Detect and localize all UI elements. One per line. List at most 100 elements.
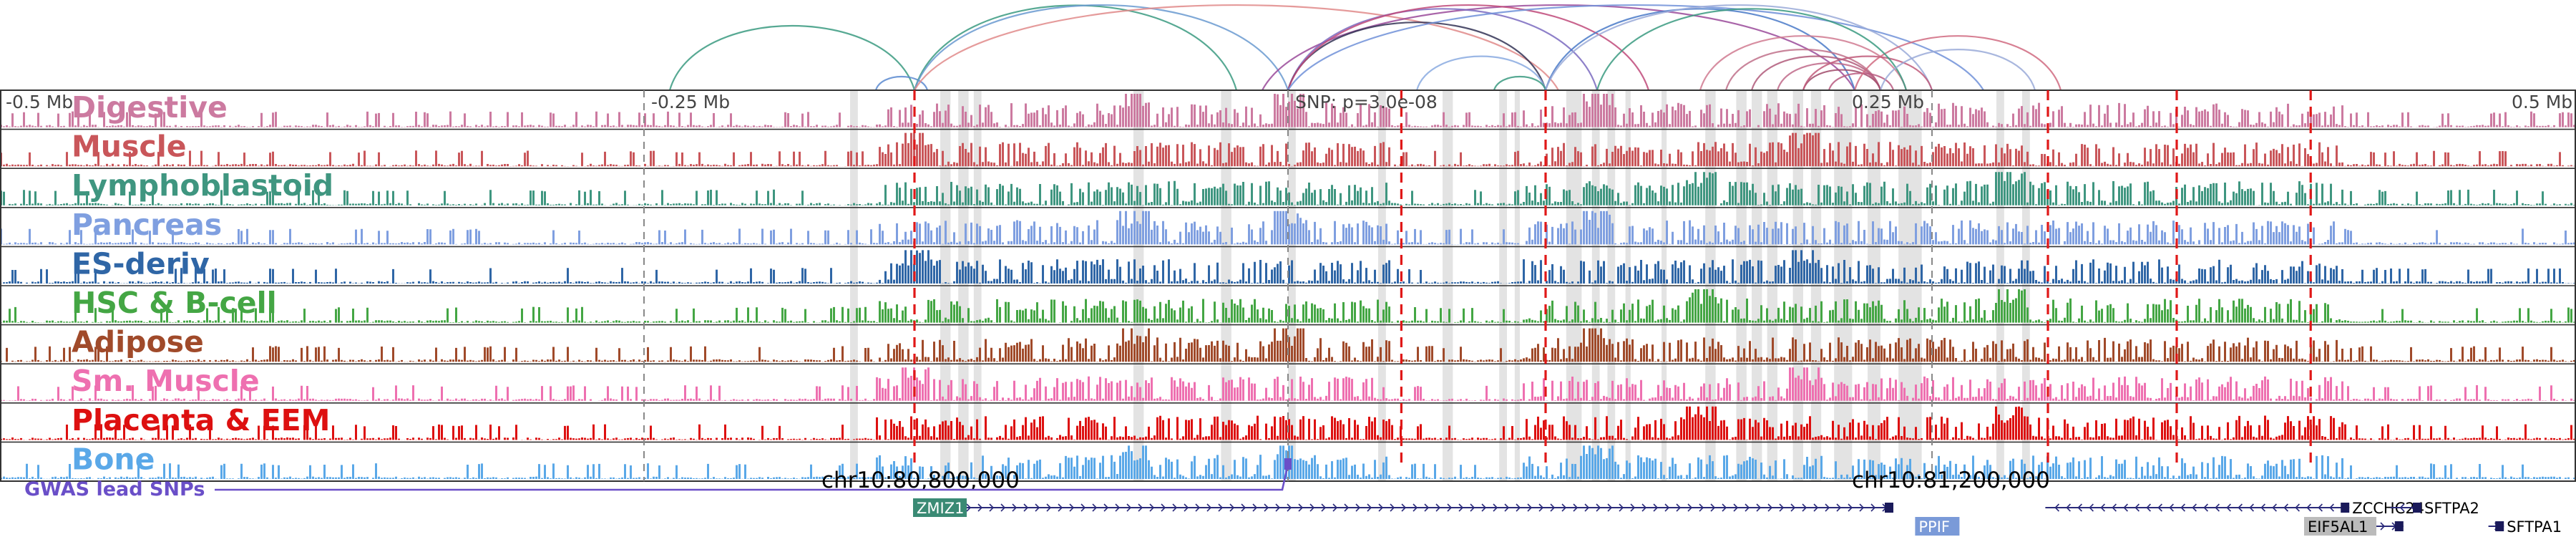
strand-arrow: [2146, 503, 2151, 512]
strand-arrow: [2180, 503, 2185, 512]
strand-arrow: [1584, 503, 1590, 512]
strand-arrow: [2203, 503, 2208, 512]
strand-arrow: [1321, 503, 1327, 512]
strand-arrow: [1538, 503, 1544, 512]
strand-arrow: [1378, 503, 1384, 512]
strand-arrow: [1596, 503, 1601, 512]
gene-label-box: [913, 498, 967, 517]
gene-label: SFTPA2: [2424, 500, 2479, 517]
loop-arc: [913, 4, 1289, 91]
strand-arrow: [1424, 503, 1430, 512]
gene-exon: [2341, 503, 2350, 513]
loop-arc: [914, 4, 1559, 91]
strand-arrow: [2123, 503, 2128, 512]
strand-arrow: [1069, 503, 1075, 512]
strand-arrow: [1664, 503, 1670, 512]
strand-arrow: [1813, 503, 1819, 512]
strand-arrow: [1802, 503, 1807, 512]
strand-arrow: [2272, 503, 2277, 512]
strand-arrow: [1264, 503, 1269, 512]
strand-arrow: [1745, 503, 1750, 512]
strand-arrow: [1687, 503, 1693, 512]
strand-arrow: [2306, 503, 2311, 512]
strand-arrow: [1241, 503, 1246, 512]
strand-arrow: [1641, 503, 1647, 512]
strand-arrow: [2283, 503, 2288, 512]
loop-arc: [1879, 49, 2036, 91]
loop-arc: [1699, 35, 1908, 91]
strand-arrow: [1115, 503, 1121, 512]
strand-arrow: [1103, 503, 1109, 512]
strand-arrow: [1870, 503, 1876, 512]
loop-arc: [1750, 55, 1882, 91]
gene-label: PPIF: [1918, 518, 1950, 536]
strand-arrow: [1401, 503, 1407, 512]
strand-arrow: [1790, 503, 1796, 512]
strand-arrow: [2100, 503, 2105, 512]
strand-arrow: [1470, 503, 1475, 512]
track-name-label: Pancreas: [72, 208, 222, 242]
strand-arrow: [2238, 503, 2243, 512]
loop-arc: [1415, 55, 1547, 91]
signal-track: [0, 211, 2576, 245]
loop-arc: [1802, 55, 1933, 91]
strand-arrow: [1779, 503, 1785, 512]
strand-arrow: [1630, 503, 1636, 512]
loop-arcs: [668, 4, 2062, 91]
strand-arrow: [1298, 503, 1304, 512]
signal-track: [0, 406, 2576, 440]
loop-arc: [1544, 8, 1856, 91]
track-name-label: Bone: [72, 442, 155, 476]
snp-label: SNP: p=3.0e-08: [1295, 92, 1438, 112]
strand-arrow: [1229, 503, 1235, 512]
signal-track: [0, 289, 2576, 323]
strand-arrow: [1138, 503, 1143, 512]
strand-arrow: [1184, 503, 1189, 512]
strand-arrow: [2077, 503, 2082, 512]
strand-arrow: [1435, 503, 1441, 512]
gwas-and-genes: chr10:80,800,000 chr10:81,200,000 GWAS l…: [24, 458, 2050, 500]
strand-arrow: [2295, 503, 2300, 512]
loop-arc: [1544, 4, 1933, 91]
gene-label: EIF5AL1: [2308, 518, 2368, 536]
track-name-label: ES-deriv: [72, 246, 210, 281]
strand-arrow: [1355, 503, 1361, 512]
track-names: Digestive Muscle Lymphoblastoid Pancreas ES-…: [72, 90, 333, 476]
gene-exon: [2394, 521, 2404, 531]
strand-arrow: [1607, 503, 1613, 512]
track-name-label: Sm. Muscle: [72, 364, 260, 398]
strand-arrow: [2066, 503, 2071, 512]
strand-arrow: [1252, 503, 1258, 512]
strand-arrow: [1161, 503, 1166, 512]
strand-arrow: [1550, 503, 1556, 512]
strand-arrow: [1206, 503, 1212, 512]
strand-arrow: [1561, 503, 1567, 512]
gwas-connector: [215, 463, 1289, 491]
gene-exon: [2413, 503, 2421, 513]
strand-arrow: [1287, 503, 1292, 512]
gene-label-box: [1915, 517, 1960, 536]
strand-arrow: [1012, 503, 1018, 512]
strand-arrow: [1699, 503, 1704, 512]
strand-arrow: [2169, 503, 2174, 512]
strand-arrow: [1344, 503, 1350, 512]
loop-arc: [1287, 21, 1547, 91]
gene-label: SFTPA1: [2507, 518, 2562, 536]
loop-arc: [1262, 4, 1855, 91]
gene-exon: [2495, 521, 2504, 531]
gwas-label: GWAS lead SNPs: [24, 478, 205, 500]
genomic-axis: -0.5 Mb -0.25 Mb 0.25 Mb 0.5 Mb SNP: p=3…: [6, 92, 2572, 112]
loop-arc: [1828, 72, 1895, 91]
loop-arc: [668, 25, 916, 91]
track-name-label: Digestive: [72, 90, 228, 125]
strand-arrow: [1733, 503, 1739, 512]
strand-arrow: [1332, 503, 1338, 512]
loop-arc: [1853, 35, 2062, 91]
track-name-label: HSC & B-cell: [72, 286, 277, 320]
strand-arrow: [1848, 503, 1853, 512]
strand-arrow: [1458, 503, 1464, 512]
strand-arrow: [1149, 503, 1155, 512]
strand-arrow: [2192, 503, 2197, 512]
boundary-lines: [643, 90, 2312, 481]
